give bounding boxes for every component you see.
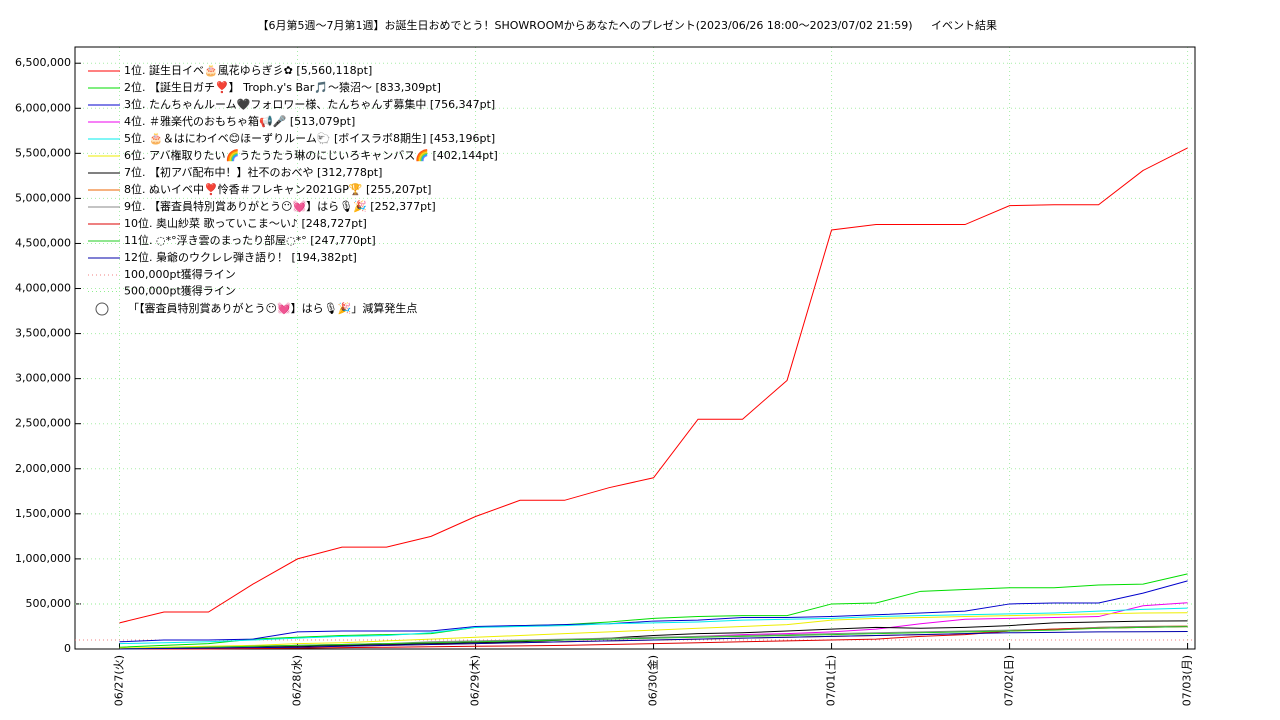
legend-label: 「【審査員特別賞ありがとう😶💓】はら🎙🎉」減算発生点: [128, 301, 417, 315]
series-line: [119, 630, 1188, 650]
y-tick-label: 3,000,000: [15, 372, 71, 385]
series-line: [119, 147, 1188, 624]
y-tick-label: 2,000,000: [15, 462, 71, 475]
y-tick-label: 4,000,000: [15, 282, 71, 295]
legend-label: 8位. ぬいイベ中❣️怜香＃フレキャン2021GP🏆 [255,207pt]: [124, 182, 431, 196]
series-line: [119, 626, 1188, 650]
legend-label: 9位. 【審査員特別賞ありがとう😶💓】はら🎙🎉 [252,377pt]: [124, 199, 436, 213]
chart-title: 【6月第5週～7月第1週】お誕生日おめでとう！SHOWROOMからあなたへのプレ…: [257, 18, 912, 32]
series-line: [119, 602, 1188, 650]
legend-label: 2位. 【誕生日ガチ❣️】 Troph.y's Bar🎵〜猿沼〜 [833,30…: [124, 80, 441, 94]
chart-subtitle: イベント結果: [931, 18, 997, 32]
x-tick-label: 06/28(水): [291, 655, 304, 706]
legend-label: 10位. 奥山紗菜 歌っていこま〜い♪ [248,727pt]: [124, 216, 367, 230]
legend-label: 500,000pt獲得ライン: [124, 285, 236, 298]
x-tick-label: 07/02(日): [1003, 655, 1016, 706]
series-line: [119, 607, 1188, 645]
series-line: [119, 612, 1188, 649]
legend-label: 5位. 🎂＆はにわイベ😊ほーずりルーム🐑 [ボイスラボ8期生] [453,196…: [124, 131, 495, 145]
x-tick-label: 06/27(火): [113, 655, 126, 706]
y-tick-label: 1,500,000: [15, 507, 71, 520]
legend-label: 12位. 梟爺のウクレレ弾き語り！ [194,382pt]: [124, 250, 357, 264]
legend-label: 4位. ＃雅楽代のおもちゃ箱📢🎤 [513,079pt]: [124, 114, 355, 128]
y-tick-label: 0: [64, 642, 71, 655]
y-tick-label: 4,500,000: [15, 236, 71, 249]
y-tick-label: 3,500,000: [15, 327, 71, 340]
y-tick-label: 5,500,000: [15, 146, 71, 159]
plot-frame: [74, 46, 1196, 650]
y-tick-label: 1,000,000: [15, 552, 71, 565]
series-line: [119, 620, 1188, 650]
y-tick-label: 2,500,000: [15, 417, 71, 430]
legend-label: 6位. アバ権取りたい🌈うたうたう琳のにじいろキャンバス🌈 [402,144pt…: [124, 148, 498, 162]
legend-label: 7位. 【初アバ配布中！】社不のおべや [312,778pt]: [124, 165, 382, 179]
x-tick-label: 06/29(木): [469, 655, 482, 706]
series-line: [119, 580, 1188, 643]
x-tick-label: 07/01(土): [825, 655, 838, 706]
x-tick-label: 07/03(月): [1181, 655, 1194, 706]
x-tick-label: 06/30(金): [646, 655, 660, 706]
legend-label: 3位. たんちゃんルーム🖤フォロワー様、たんちゃんず募集中 [756,347pt…: [124, 97, 495, 111]
y-tick-label: 500,000: [26, 597, 72, 610]
y-tick-label: 6,500,000: [15, 56, 71, 69]
legend-label: 11位. ◌*°浮き雲のまったり部屋◌*° [247,770pt]: [124, 233, 376, 247]
series-line: [119, 573, 1188, 648]
legend-label: 1位. 誕生日イベ🎂風花ゆらぎ彡✿ [5,560,118pt]: [124, 63, 372, 77]
legend-label: 100,000pt獲得ライン: [124, 268, 236, 281]
y-tick-label: 6,000,000: [15, 101, 71, 114]
y-tick-label: 5,000,000: [15, 191, 71, 204]
legend-marker: [95, 302, 109, 316]
